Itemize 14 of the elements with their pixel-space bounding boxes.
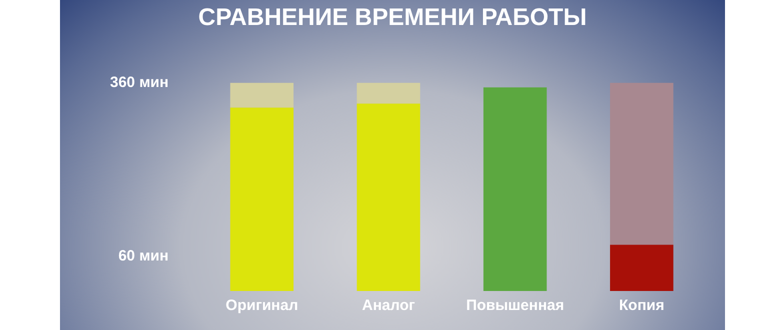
- bar: [356, 104, 420, 291]
- x-tick-label: Повышенная: [466, 297, 564, 314]
- bar: [356, 82, 420, 104]
- bar: [230, 108, 294, 291]
- y-tick-label: 360 мин: [110, 74, 169, 91]
- x-tick-label: Аналог: [362, 297, 415, 314]
- bar: [483, 87, 547, 291]
- bar: [610, 82, 674, 245]
- y-tick-label: 60 мин: [118, 247, 169, 264]
- chart-title: СРАВНЕНИЕ ВРЕМЕНИ РАБОТЫ: [198, 4, 587, 32]
- x-tick-label: Оригинал: [226, 297, 298, 314]
- x-tick-label: Копия: [619, 297, 664, 314]
- bar: [230, 82, 294, 108]
- bar: [610, 244, 674, 291]
